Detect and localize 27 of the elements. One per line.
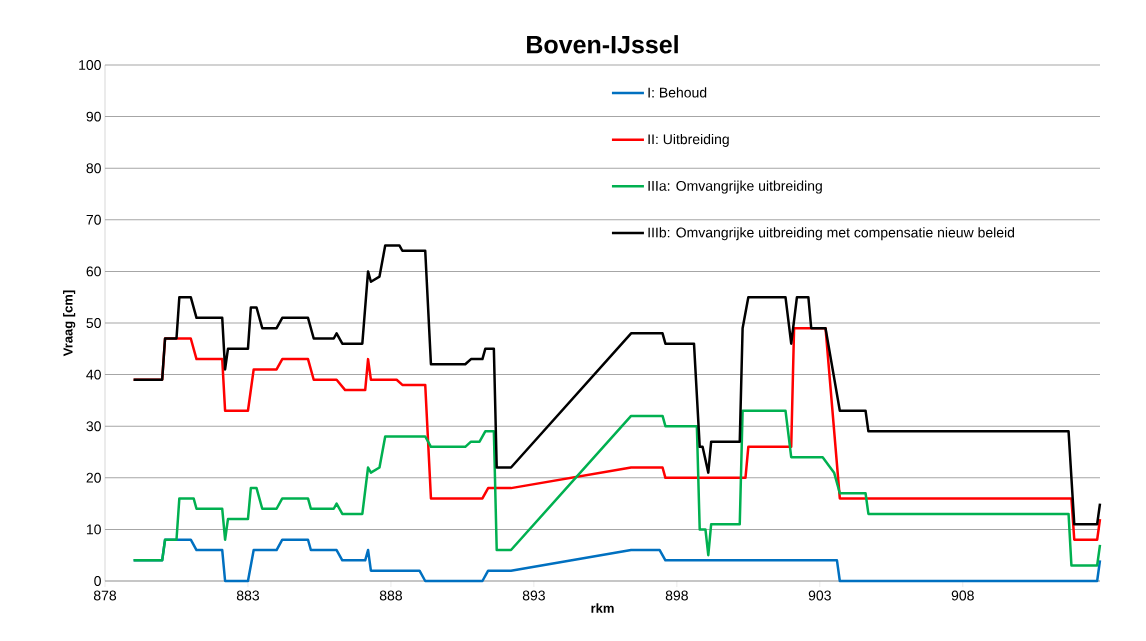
y-tick-label: 30 (86, 421, 101, 432)
y-tick-label: 60 (86, 266, 101, 277)
x-tick-label: 893 (522, 590, 545, 601)
x-tick-label: 888 (379, 590, 402, 601)
y-tick-label: 40 (86, 369, 101, 380)
y-tick-label: 50 (86, 318, 101, 328)
line-series (132, 409, 1102, 567)
legend-label: IIIa: Omvangrijke uitbreiding (648, 180, 822, 194)
y-tick-label: 20 (86, 472, 101, 483)
legend-label: IIIb: Omvangrijke uitbreiding met compensatie nieuw beleid (648, 227, 1015, 241)
y-tick-label: 100 (79, 60, 101, 70)
x-tick-label: 908 (951, 590, 974, 601)
x-tick-label: 898 (665, 590, 688, 601)
y-tick-label: 90 (86, 111, 101, 122)
y-tick-label: 70 (86, 214, 101, 225)
legend-label: II: Uitbreiding (648, 133, 729, 147)
x-tick-label: 903 (808, 590, 831, 601)
x-axis-title: rkm (591, 603, 614, 613)
x-tick-label: 878 (93, 590, 117, 601)
x-tick-label: 883 (236, 590, 260, 601)
legend-label: I: Behoud (648, 87, 707, 98)
y-axis-title: Vraag [cm] (63, 290, 76, 357)
y-tick-label: 0 (94, 576, 101, 586)
line-series (132, 244, 1102, 526)
y-tick-label: 10 (86, 524, 101, 535)
y-tick-label: 80 (86, 163, 101, 174)
chart-title: Boven-IJssel (527, 35, 678, 54)
